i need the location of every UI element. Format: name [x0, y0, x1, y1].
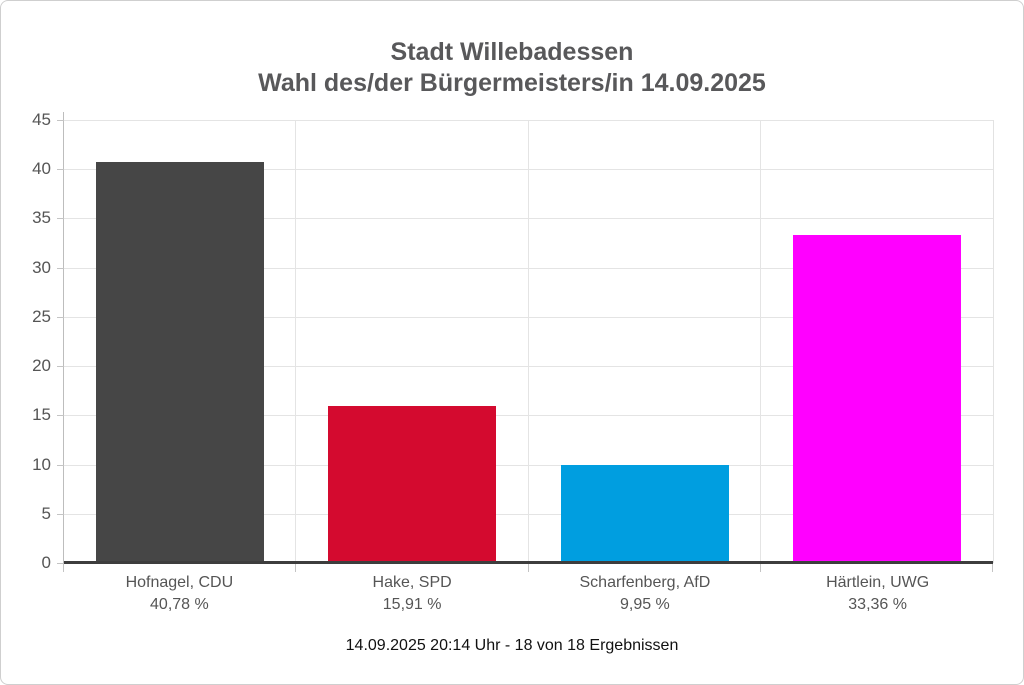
category-label-hake-spd: Hake, SPD 15,91 % [297, 572, 527, 616]
x-tick-mark [295, 563, 297, 572]
y-tick-label: 10 [32, 454, 51, 474]
category-value: 15,91 % [382, 596, 442, 613]
category-value: 33,36 % [848, 596, 907, 613]
gridline-horizontal [64, 316, 993, 318]
bar-scharfenberg-afd [560, 465, 729, 563]
gridline-horizontal [64, 464, 993, 466]
x-tick-mark [759, 563, 761, 572]
y-axis-line-overhang [63, 112, 64, 120]
x-tick-mark [527, 563, 529, 572]
category-value: 9,95 % [619, 596, 670, 613]
gridline-horizontal [64, 120, 993, 121]
y-tick-label: 0 [41, 553, 51, 572]
x-tick-mark [63, 563, 64, 572]
gridline-horizontal [64, 267, 993, 269]
gridline-horizontal [64, 415, 993, 417]
gridline-horizontal [64, 513, 993, 515]
y-tick-label: 20 [32, 356, 51, 376]
x-axis-labels: Hofnagel, CDU 40,78 % Hake, SPD 15,91 % Scha… [63, 572, 994, 618]
y-tick-mark [57, 267, 64, 269]
x-tick-mark [992, 563, 993, 572]
bar-härtlein-uwg [792, 234, 961, 563]
y-tick-mark [57, 120, 64, 121]
plot-area [57, 112, 994, 572]
y-tick-mark [57, 563, 64, 564]
bar-hofnagel-cdu [96, 161, 265, 563]
y-tick-label: 25 [32, 306, 51, 326]
y-tick-label: 40 [32, 159, 51, 179]
gridline-horizontal [64, 169, 993, 171]
gridline-vertical [527, 120, 529, 563]
y-axis-labels: 0 5 10 15 20 25 30 35 40 45 [1, 111, 55, 571]
y-tick-mark [57, 513, 64, 515]
y-tick-label: 45 [32, 110, 51, 129]
y-tick-label: 30 [32, 257, 51, 277]
y-tick-mark [57, 218, 64, 220]
y-tick-mark [57, 464, 64, 466]
gridline-horizontal [64, 218, 993, 220]
category-name: Härtlein, UWG [826, 574, 930, 591]
category-name: Scharfenberg, AfD [579, 574, 711, 591]
category-name: Hake, SPD [372, 574, 452, 591]
gridline-horizontal [64, 366, 993, 368]
y-tick-mark [57, 169, 64, 171]
y-tick-label: 5 [41, 503, 51, 523]
category-value: 40,78 % [150, 596, 209, 613]
y-tick-mark [57, 366, 64, 368]
chart-title-line1: Stadt Willebadessen [390, 38, 634, 66]
bar-hake-spd [328, 406, 497, 563]
chart-title-line2: Wahl des/der Bürgermeisters/in 14.09.202… [258, 69, 766, 97]
y-tick-mark [57, 316, 64, 318]
gridline-vertical [759, 120, 761, 563]
category-label-härtlein-uwg: Härtlein, UWG 33,36 % [763, 572, 993, 616]
chart-footer: 14.09.2025 20:14 Uhr - 18 von 18 Ergebni… [345, 637, 679, 654]
gridline-vertical [295, 120, 297, 563]
chart-title: Stadt Willebadessen Wahl des/der Bürgerm… [1, 37, 1023, 99]
category-name: Hofnagel, CDU [125, 574, 234, 591]
category-label-scharfenberg-afd: Scharfenberg, AfD 9,95 % [530, 572, 760, 616]
category-label-hofnagel-cdu: Hofnagel, CDU 40,78 % [64, 572, 294, 616]
y-tick-label: 35 [32, 208, 51, 228]
y-tick-mark [57, 415, 64, 417]
x-axis-baseline [64, 561, 993, 564]
y-tick-label: 15 [32, 405, 51, 425]
